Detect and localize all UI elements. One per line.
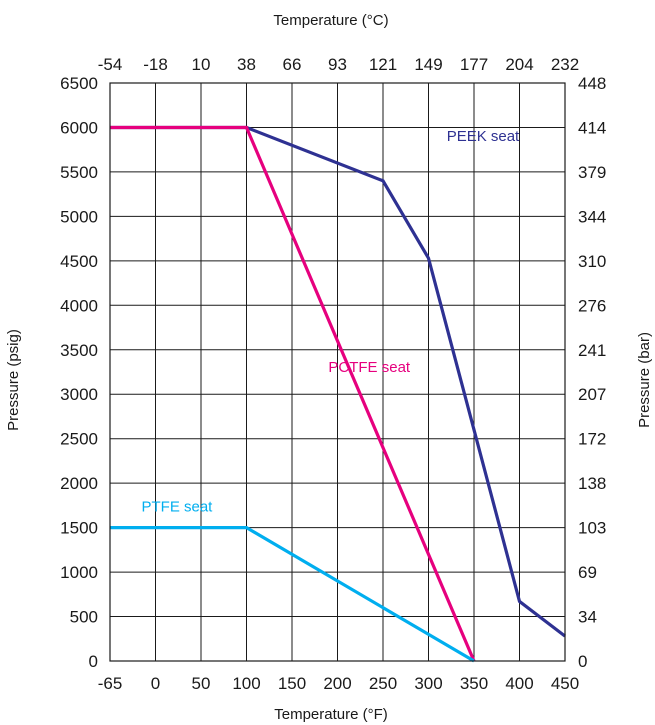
x2-tick-label: 177 (460, 55, 488, 74)
x-tick-label: 100 (232, 674, 260, 693)
x2-tick-label: -18 (143, 55, 168, 74)
y2-tick-label: 344 (578, 207, 606, 226)
x2-tick-label: 38 (237, 55, 256, 74)
x2-tick-label: 93 (328, 55, 347, 74)
series-label-pctfe-seat: PCTFE seat (328, 359, 411, 376)
y2-tick-label: 138 (578, 474, 606, 493)
x-tick-label: 300 (414, 674, 442, 693)
x-axis-title: Temperature (°F) (274, 706, 388, 723)
y2-tick-label: 276 (578, 296, 606, 315)
y-tick-label: 6500 (60, 74, 98, 93)
x-tick-label: 350 (460, 674, 488, 693)
series-line-pctfe-seat (110, 125, 476, 662)
y-tick-label: 2000 (60, 474, 98, 493)
x-tick-label: 250 (369, 674, 397, 693)
x2-tick-label: 204 (505, 55, 533, 74)
y-tick-label: 5000 (60, 207, 98, 226)
plot-frame (109, 82, 566, 662)
series-line-ptfe-seat (110, 525, 475, 663)
y-tick-label: 4000 (60, 296, 98, 315)
y-tick-label: 500 (70, 608, 98, 627)
x2-axis-title: Temperature (°C) (273, 12, 388, 29)
y2-tick-label: 379 (578, 163, 606, 182)
series-label-peek-seat: PEEK seat (447, 128, 520, 145)
y-tick-label: 4500 (60, 252, 98, 271)
y2-tick-label: 172 (578, 430, 606, 449)
y2-axis-title: Pressure (bar) (636, 332, 653, 428)
y2-tick-label: 69 (578, 563, 597, 582)
y-tick-label: 3000 (60, 385, 98, 404)
x-tick-label: -65 (98, 674, 123, 693)
y-tick-label: 0 (89, 652, 98, 671)
x-tick-label: 450 (551, 674, 579, 693)
series: PEEK seat PCTFE seat PTFE seat (110, 125, 566, 663)
x2-tick-label: -54 (98, 55, 123, 74)
y-tick-label: 5500 (60, 163, 98, 182)
x2-tick-label: 121 (369, 55, 397, 74)
y2-tick-label: 207 (578, 385, 606, 404)
tick-labels: -65 0 50 100 150 200 250 300 350 400 450-54 -18 10 38… (60, 55, 606, 693)
x-tick-label: 150 (278, 674, 306, 693)
x-tick-label: 50 (192, 674, 211, 693)
y2-tick-label: 414 (578, 118, 606, 137)
x-tick-label: 0 (151, 674, 160, 693)
x-tick-label: 400 (505, 674, 533, 693)
series-label-ptfe-seat: PTFE seat (142, 499, 214, 516)
y2-tick-label: 34 (578, 608, 597, 627)
x2-tick-label: 232 (551, 55, 579, 74)
y2-tick-label: 448 (578, 74, 606, 93)
y-tick-label: 1500 (60, 519, 98, 538)
y2-tick-label: 0 (578, 652, 587, 671)
y-tick-label: 2500 (60, 430, 98, 449)
y2-tick-label: 103 (578, 519, 606, 538)
y-axis-title: Pressure (psig) (5, 329, 22, 431)
y-tick-label: 1000 (60, 563, 98, 582)
y2-tick-label: 241 (578, 341, 606, 360)
x-tick-label: 200 (323, 674, 351, 693)
x2-tick-label: 10 (192, 55, 211, 74)
x2-tick-label: 66 (283, 55, 302, 74)
x2-tick-label: 149 (414, 55, 442, 74)
y-tick-label: 3500 (60, 341, 98, 360)
y-tick-label: 6000 (60, 118, 98, 137)
y2-tick-label: 310 (578, 252, 606, 271)
